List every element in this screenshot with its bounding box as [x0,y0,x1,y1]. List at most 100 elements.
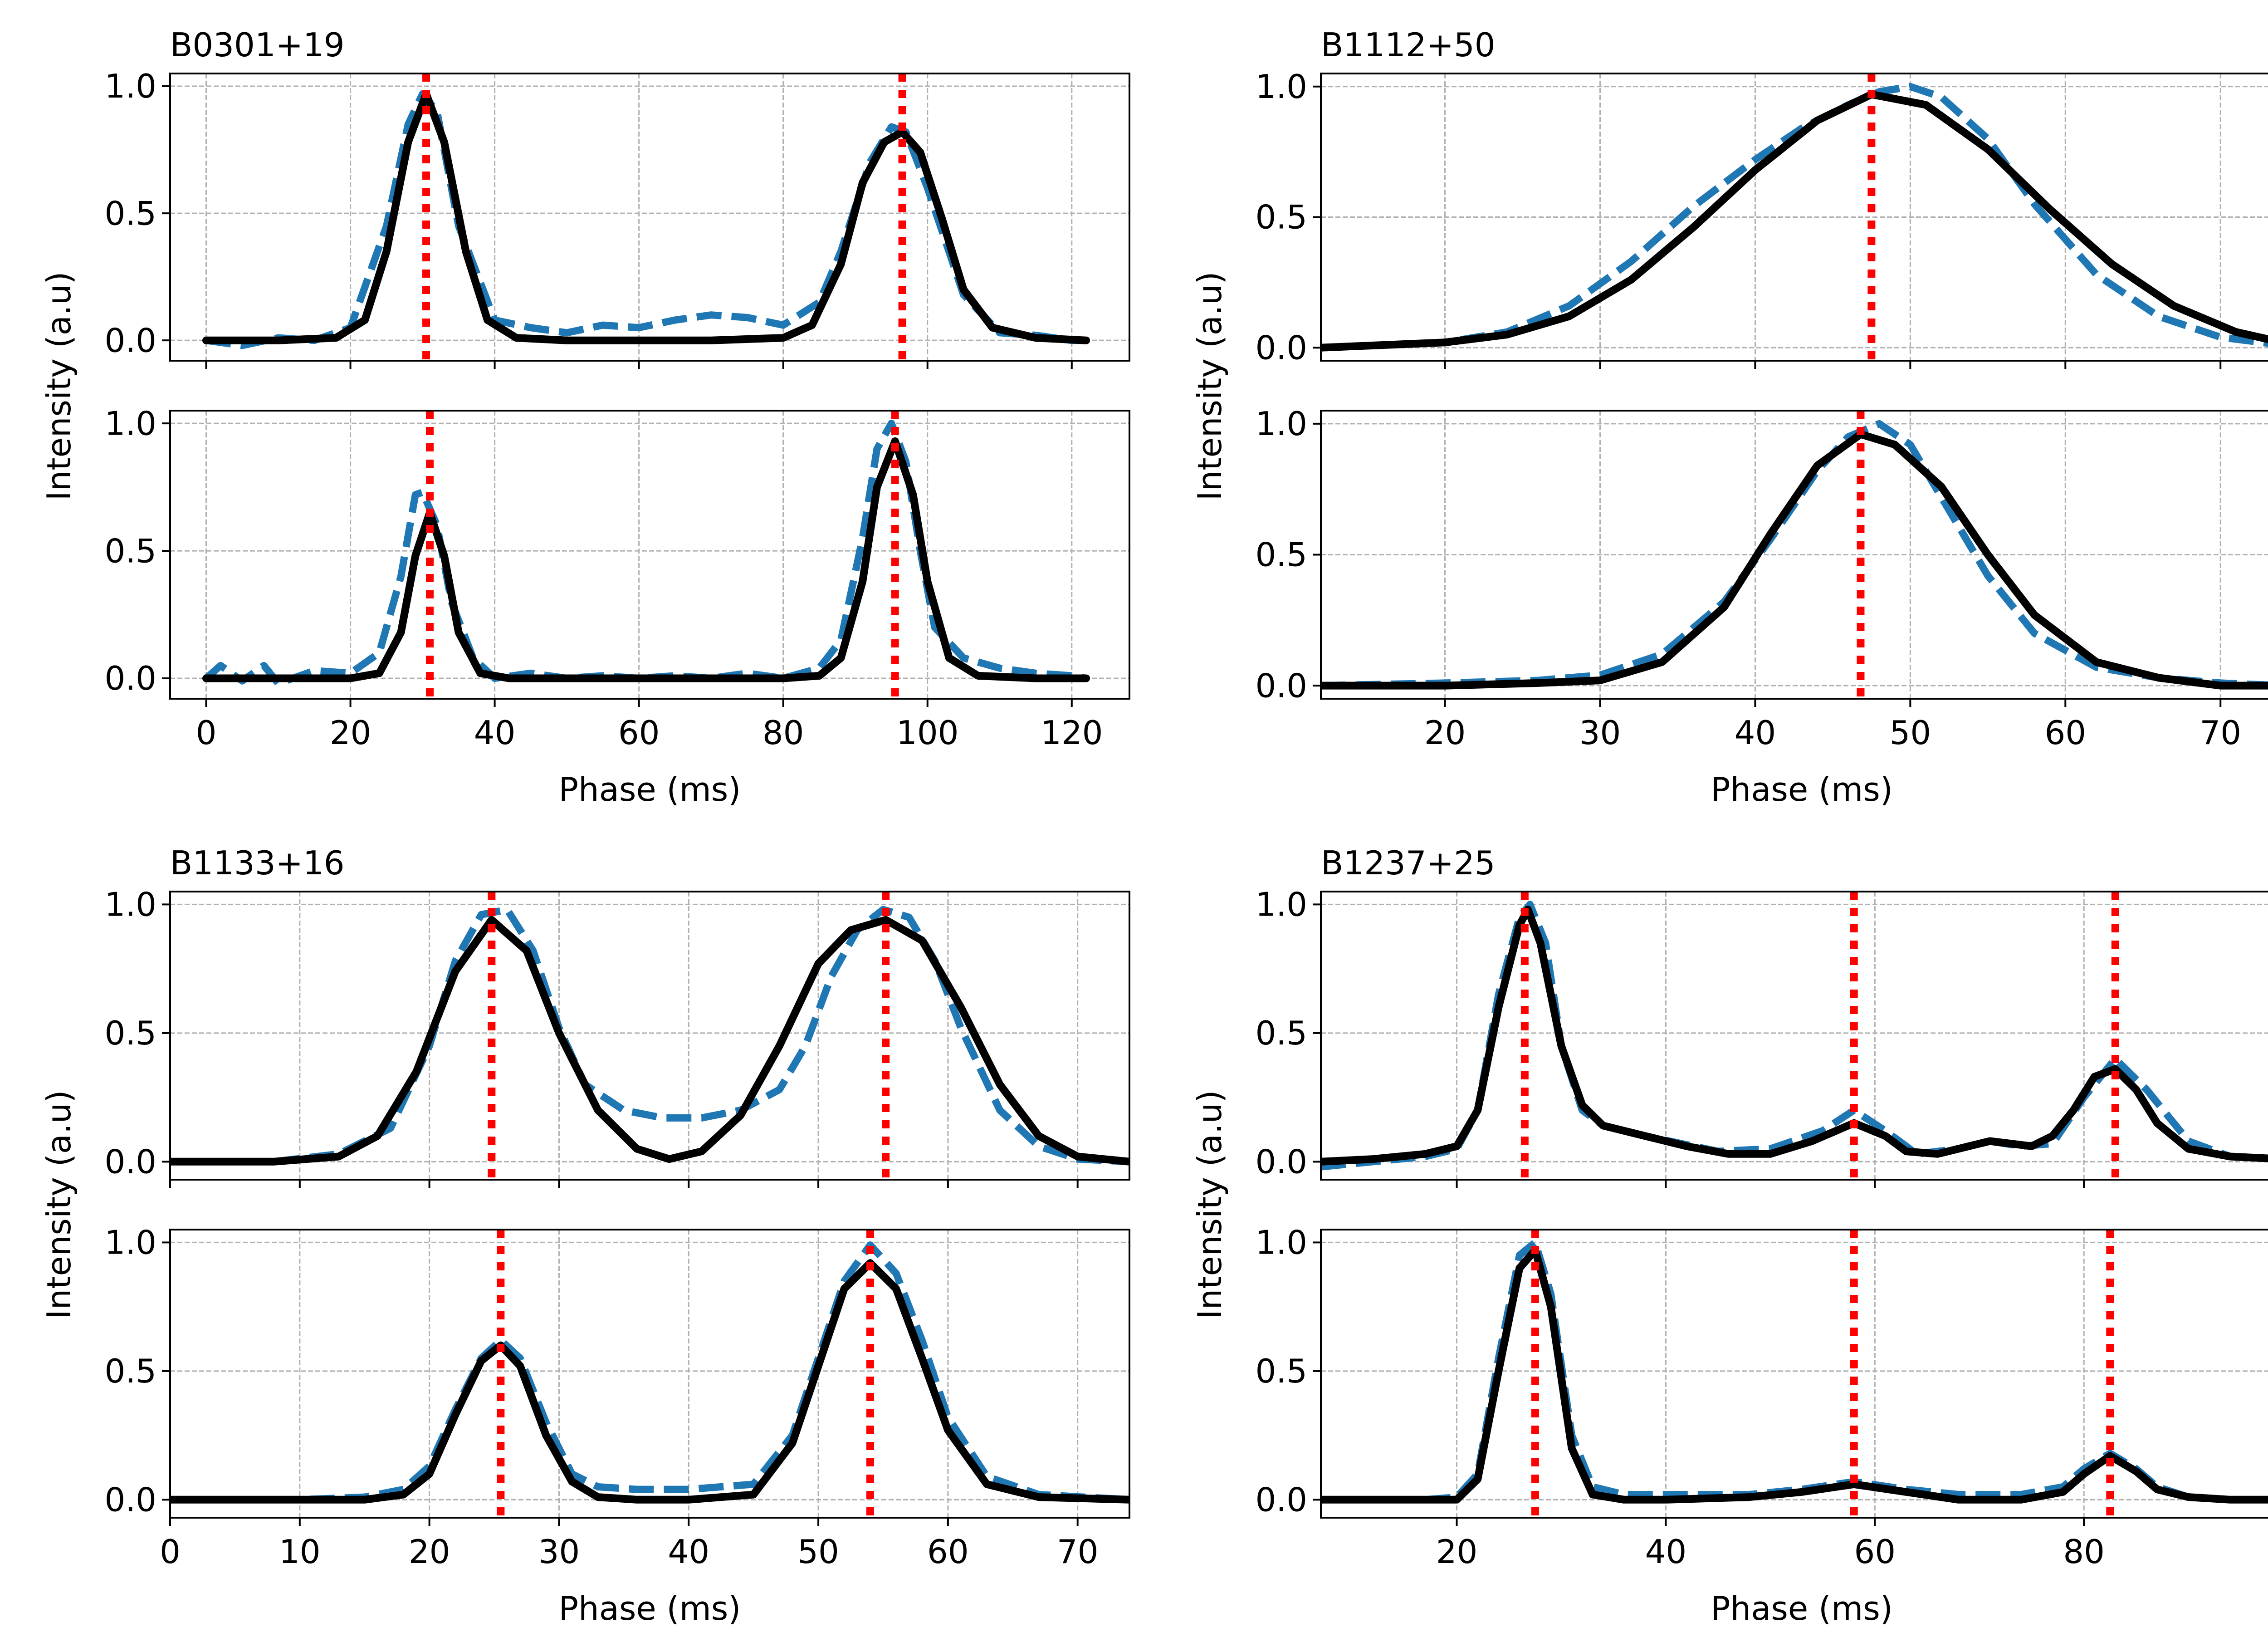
y-tick-label: 0.5 [104,1014,156,1052]
series-dashed-line [170,1241,1129,1504]
y-tick-label: 0.0 [1255,1143,1307,1181]
x-tick-label: 0 [196,714,217,752]
panel-frame [1320,891,2268,1181]
x-tick-label: 100 [896,714,958,752]
chart-title: B1237+25 [1321,844,1496,882]
y-tick-label: 0.5 [104,194,156,232]
panel-top: 0.0 0.5 1.0 [1255,886,2268,1188]
x-tick-label: 60 [618,714,660,752]
y-tick-label: 0.5 [1255,536,1307,574]
x-axis-label: Phase (ms) [1711,770,1893,809]
x-tick-label: 0 [160,1533,181,1571]
y-tick-label: 1.0 [104,404,156,442]
series-solid-line [202,437,1090,682]
x-tick-label: 70 [2200,714,2241,752]
x-axis-label: Phase (ms) [559,770,741,809]
chart-B1237+25: B1237+25 Intensity (a.u) Phase (ms) 0.0 0.5 1… [1191,844,2268,1627]
y-tick-label: 1.0 [104,886,156,924]
chart-B1133+16: B1133+16 Intensity (a.u) Phase (ms) 0.0 0.5 1… [40,844,1130,1627]
x-tick-label: 20 [1436,1533,1478,1571]
panel-bottom: 0.0 0.5 1.0 20 40 60 80 [1255,1224,2268,1571]
series-dashed-line [170,906,1129,1166]
panel-frame [169,1229,1130,1519]
y-tick-label: 0.0 [104,1143,156,1181]
y-tick-label: 0.0 [1255,667,1307,705]
series-solid-line [1321,1246,2268,1504]
y-tick-label: 0.0 [104,321,156,359]
plot-area [170,1230,1129,1518]
y-axis-label: Intensity (a.u) [40,1090,78,1319]
plot-area [1321,74,2268,361]
series-dashed-line [1321,901,2268,1171]
x-tick-label: 40 [1735,714,1776,752]
y-tick-label: 0.5 [104,532,156,570]
x-tick-label: 10 [279,1533,321,1571]
plot-area [202,411,1090,699]
y-axis-label: Intensity (a.u) [1191,1090,1229,1319]
x-tick-label: 60 [2044,714,2086,752]
y-axis-label: Intensity (a.u) [1191,271,1229,500]
y-tick-label: 0.5 [1255,1014,1307,1052]
y-axis-label: Intensity (a.u) [40,271,78,500]
panel-bottom: 0.0 0.5 1.0 0 20 40 60 80 100 120 [104,404,1130,752]
y-tick-label: 1.0 [1255,405,1307,443]
series-solid-line [202,90,1090,344]
series-dashed-line [204,420,1087,687]
x-tick-label: 20 [409,1533,450,1571]
chart-title: B0301+19 [170,26,345,64]
x-tick-label: 50 [797,1533,839,1571]
plot-area [202,74,1090,361]
y-tick-label: 0.0 [104,1481,156,1519]
y-tick-label: 1.0 [1255,1224,1307,1262]
y-tick-label: 0.5 [1255,1352,1307,1390]
x-tick-label: 40 [1645,1533,1687,1571]
x-tick-label: 120 [1041,714,1103,752]
panel-top: 0.0 0.5 1.0 [1255,68,2268,369]
y-tick-label: 0.0 [104,659,156,697]
series-solid-line [1321,906,2268,1166]
series-dashed-line [205,90,1086,349]
chart-title: B1112+50 [1321,26,1496,64]
series-solid-line [1321,90,2268,352]
x-tick-label: 40 [668,1533,709,1571]
x-tick-label: 50 [1890,714,1931,752]
plot-area [1321,892,2268,1180]
y-tick-label: 1.0 [1255,68,1307,106]
x-tick-label: 80 [763,714,804,752]
series-solid-line [1321,430,2268,690]
chart-B1112+50: B1112+50 Intensity (a.u) Phase (ms) 0.0 0.5 1… [1191,26,2268,809]
x-tick-label: 60 [1854,1533,1896,1571]
x-tick-label: 40 [474,714,516,752]
chart-B0301+19: B0301+19 Intensity (a.u) Phase (ms) 0.0 0.5 1… [40,26,1130,809]
panel-frame [169,73,1130,362]
x-tick-label: 60 [927,1533,969,1571]
x-axis-label: Phase (ms) [1711,1589,1893,1627]
panel-bottom: 0.0 0.5 1.0 0 10 20 30 40 50 60 70 [104,1224,1130,1571]
x-tick-label: 30 [538,1533,580,1571]
panel-frame [169,410,1130,700]
y-tick-label: 1.0 [104,1224,156,1262]
panel-top: 0.0 0.5 1.0 [104,67,1130,369]
panel-frame [1320,1229,2268,1519]
series-solid-line [170,916,1129,1166]
x-tick-label: 70 [1057,1533,1099,1571]
y-tick-label: 0.0 [1255,328,1307,367]
series-solid-line [170,1259,1129,1504]
panel-top: 0.0 0.5 1.0 [104,886,1130,1188]
y-tick-label: 0.5 [1255,198,1307,236]
x-tick-label: 20 [1424,714,1466,752]
panel-frame [169,891,1130,1181]
chart-title: B1133+16 [170,844,345,882]
plot-area [1321,1230,2268,1518]
x-tick-label: 80 [2063,1533,2105,1571]
plot-area [170,892,1129,1180]
y-tick-label: 1.0 [1255,886,1307,924]
y-tick-label: 1.0 [104,67,156,105]
x-axis-label: Phase (ms) [559,1589,741,1627]
panel-bottom: 0.0 0.5 1.0 20 30 40 50 60 70 [1255,405,2268,752]
x-tick-label: 20 [330,714,371,752]
y-tick-label: 0.5 [104,1352,156,1390]
y-tick-label: 0.0 [1255,1481,1307,1519]
x-tick-label: 30 [1579,714,1621,752]
